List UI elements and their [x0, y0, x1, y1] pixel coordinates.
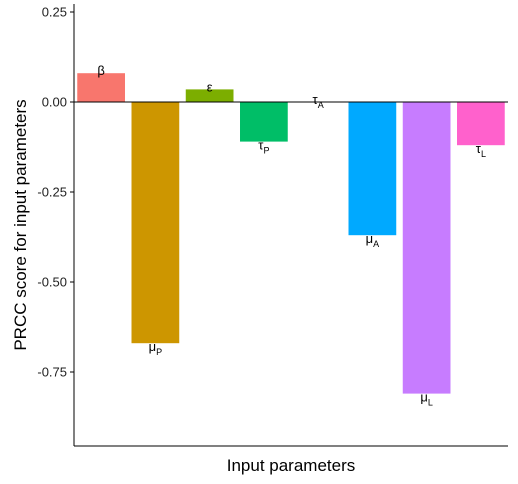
bar-label-subscript: P: [156, 347, 162, 357]
bar-label-subscript: A: [373, 239, 379, 249]
bar: [185, 89, 234, 102]
y-axis-title: PRCC score for input parameters: [11, 99, 30, 350]
bar: [131, 102, 180, 344]
y-tick-label: -0.50: [37, 275, 67, 290]
bar-label-symbol: μ: [420, 390, 428, 405]
bar-label-subscript: L: [428, 398, 433, 408]
bar-label-symbol: μ: [366, 231, 374, 246]
bar-label-symbol: τ: [476, 141, 482, 156]
bar-label-subscript: A: [318, 100, 324, 110]
bar-label-subscript: L: [481, 149, 486, 159]
bar-label-symbol: μ: [149, 339, 157, 354]
bar-label: μA: [366, 231, 380, 249]
bar: [402, 102, 451, 394]
bar-label: τP: [258, 138, 269, 156]
bar: [457, 102, 505, 146]
bar-label-subscript: P: [263, 146, 269, 156]
bar-label-symbol: τ: [313, 92, 319, 107]
bar-label-symbol: ε: [207, 79, 213, 94]
bar: [348, 102, 397, 236]
y-tick-label: 0.25: [42, 5, 67, 20]
ticks-layer: 0.25 0.00 -0.25 -0.50 -0.75: [37, 5, 74, 380]
y-tick-label: -0.25: [37, 185, 67, 200]
bars-layer: [74, 73, 508, 394]
bar-label: ε: [207, 79, 213, 94]
y-tick-label: 0.00: [42, 95, 67, 110]
bar-label: μL: [420, 390, 433, 408]
bar-label: τL: [476, 141, 486, 159]
bar-label-symbol: β: [97, 63, 104, 78]
bar: [77, 73, 125, 102]
bar-label-symbol: τ: [258, 138, 264, 153]
bar: [240, 102, 288, 142]
x-axis-title: Input parameters: [227, 456, 356, 475]
bar-label: τA: [313, 92, 324, 110]
bar-label: μP: [149, 339, 163, 357]
bar-label: β: [97, 63, 104, 78]
y-tick-label: -0.75: [37, 365, 67, 380]
